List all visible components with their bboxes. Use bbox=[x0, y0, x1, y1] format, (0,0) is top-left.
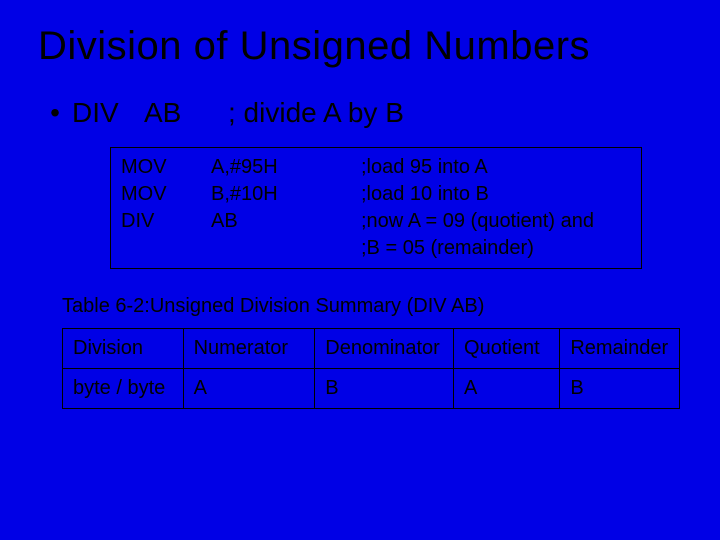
table-row: byte / byte A B A B bbox=[63, 369, 680, 409]
table-cell: A bbox=[454, 369, 560, 409]
table-header-cell: Quotient bbox=[454, 329, 560, 369]
bullet-line: • DIV AB ; divide A by B bbox=[38, 97, 682, 129]
code-box: MOV A,#95H ;load 95 into A MOV B,#10H ;l… bbox=[110, 147, 642, 269]
table-header-cell: Denominator bbox=[315, 329, 454, 369]
table-header-cell: Numerator bbox=[183, 329, 315, 369]
code-arg: B,#10H bbox=[211, 181, 361, 208]
table-header-cell: Division bbox=[63, 329, 184, 369]
table-cell: A bbox=[183, 369, 315, 409]
code-row: MOV A,#95H ;load 95 into A bbox=[121, 154, 631, 181]
code-comment: ;now A = 09 (quotient) and bbox=[361, 208, 631, 235]
code-row: ;B = 05 (remainder) bbox=[121, 235, 631, 262]
code-op: MOV bbox=[121, 181, 211, 208]
code-arg bbox=[211, 235, 361, 262]
bullet-opcode: DIV bbox=[72, 97, 144, 129]
table-cell: B bbox=[315, 369, 454, 409]
code-op: DIV bbox=[121, 208, 211, 235]
code-comment: ;B = 05 (remainder) bbox=[361, 235, 631, 262]
slide: Division of Unsigned Numbers • DIV AB ; … bbox=[0, 0, 720, 409]
code-row: DIV AB ;now A = 09 (quotient) and bbox=[121, 208, 631, 235]
code-op: MOV bbox=[121, 154, 211, 181]
table-caption: Table 6-2:Unsigned Division Summary (DIV… bbox=[62, 295, 682, 318]
bullet-operand: AB bbox=[144, 97, 228, 129]
summary-table: Division Numerator Denominator Quotient … bbox=[62, 328, 680, 409]
code-arg: AB bbox=[211, 208, 361, 235]
code-op bbox=[121, 235, 211, 262]
slide-title: Division of Unsigned Numbers bbox=[38, 24, 682, 69]
code-arg: A,#95H bbox=[211, 154, 361, 181]
code-row: MOV B,#10H ;load 10 into B bbox=[121, 181, 631, 208]
table-header-cell: Remainder bbox=[560, 329, 680, 369]
code-comment: ;load 10 into B bbox=[361, 181, 631, 208]
table-cell: byte / byte bbox=[63, 369, 184, 409]
code-comment: ;load 95 into A bbox=[361, 154, 631, 181]
bullet-marker: • bbox=[38, 97, 72, 129]
table-cell: B bbox=[560, 369, 680, 409]
bullet-comment: ; divide A by B bbox=[228, 97, 404, 129]
table-header-row: Division Numerator Denominator Quotient … bbox=[63, 329, 680, 369]
